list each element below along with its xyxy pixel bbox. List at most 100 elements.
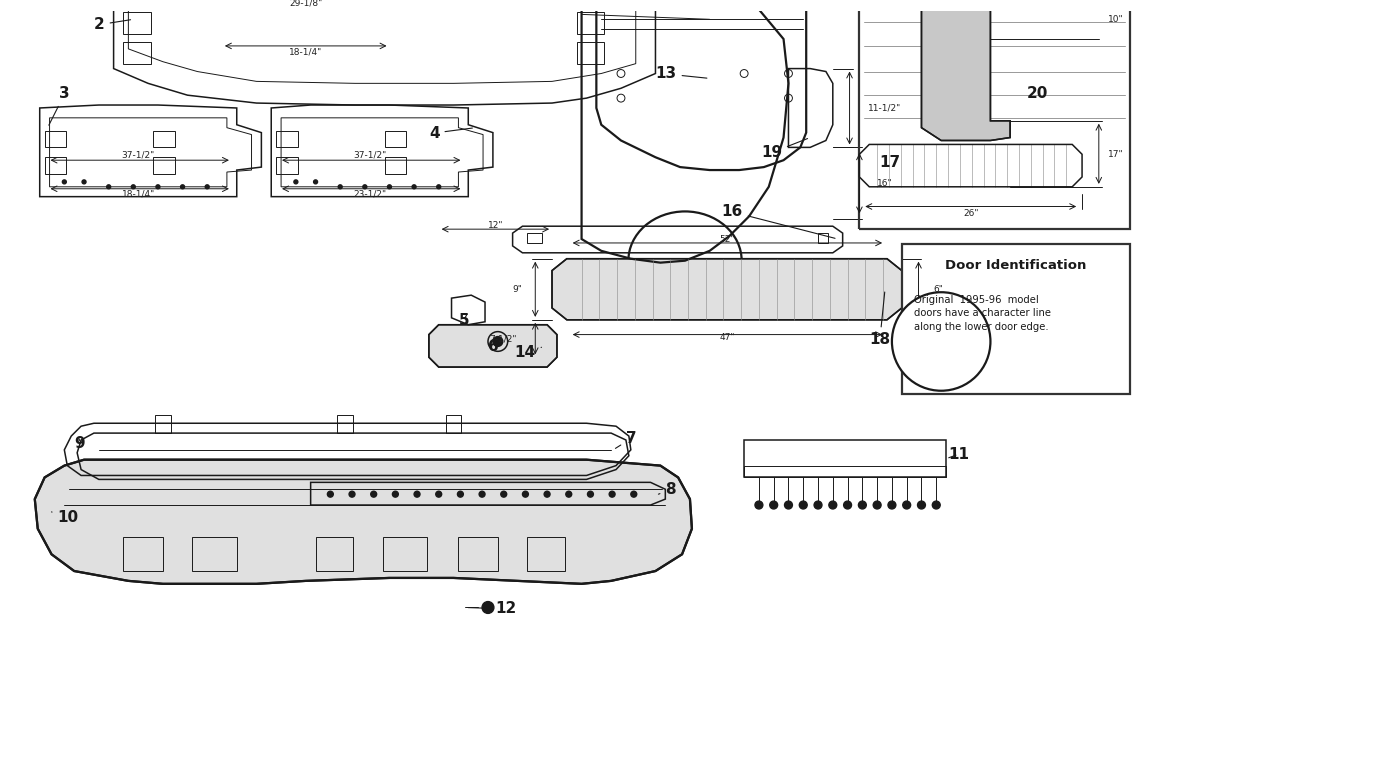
Bar: [45, 131, 66, 148]
Text: 10": 10": [1108, 15, 1123, 24]
Circle shape: [82, 180, 86, 184]
Text: 5: 5: [459, 313, 470, 328]
Text: 47": 47": [719, 333, 735, 342]
Text: Door Identification: Door Identification: [946, 259, 1087, 272]
Circle shape: [903, 501, 910, 509]
Bar: [383, 536, 427, 571]
Bar: [527, 233, 542, 243]
Text: 37-1/2": 37-1/2": [353, 151, 386, 160]
Circle shape: [566, 491, 571, 497]
Text: 52": 52": [719, 234, 735, 243]
Circle shape: [349, 491, 356, 497]
Text: 20: 20: [1027, 86, 1048, 101]
Circle shape: [610, 491, 615, 497]
Polygon shape: [428, 325, 557, 367]
Circle shape: [888, 501, 895, 509]
Circle shape: [412, 185, 416, 189]
Text: 19: 19: [761, 138, 807, 160]
Text: 16": 16": [877, 179, 892, 189]
Bar: [124, 12, 151, 34]
Text: 7: 7: [615, 431, 637, 448]
Text: 11-1/2": 11-1/2": [868, 104, 902, 113]
Circle shape: [814, 501, 822, 509]
Bar: [152, 157, 174, 174]
Bar: [744, 440, 946, 478]
Circle shape: [858, 501, 866, 509]
Bar: [384, 131, 406, 148]
Bar: [527, 536, 564, 571]
Circle shape: [107, 185, 111, 189]
Text: 8: 8: [659, 482, 676, 497]
Circle shape: [932, 501, 941, 509]
Circle shape: [457, 491, 463, 497]
Circle shape: [157, 185, 159, 189]
Circle shape: [387, 185, 391, 189]
Text: 37-1/2": 37-1/2": [122, 151, 155, 160]
Circle shape: [338, 185, 342, 189]
Text: 17": 17": [1108, 150, 1123, 158]
Circle shape: [784, 501, 792, 509]
Circle shape: [917, 501, 925, 509]
Circle shape: [501, 491, 507, 497]
Circle shape: [493, 336, 503, 346]
Circle shape: [362, 185, 367, 189]
Bar: [276, 131, 298, 148]
Bar: [152, 131, 174, 148]
Polygon shape: [552, 259, 902, 320]
Bar: [859, 0, 1130, 229]
Bar: [744, 465, 946, 478]
Circle shape: [132, 185, 136, 189]
Circle shape: [544, 491, 551, 497]
Circle shape: [181, 185, 184, 189]
Circle shape: [294, 180, 298, 184]
Text: 6": 6": [934, 284, 943, 294]
Bar: [902, 244, 1130, 393]
Text: 23-1/2": 23-1/2": [353, 189, 386, 198]
Bar: [124, 536, 163, 571]
Bar: [577, 12, 604, 34]
Circle shape: [205, 185, 209, 189]
Text: 6: 6: [487, 339, 498, 354]
Circle shape: [313, 180, 317, 184]
Text: 12": 12": [489, 221, 504, 230]
Text: Original  1995-96  model
doors have a character line
along the lower door edge.: Original 1995-96 model doors have a char…: [913, 295, 1050, 332]
Bar: [446, 415, 461, 433]
Circle shape: [435, 491, 442, 497]
Circle shape: [873, 501, 881, 509]
Bar: [459, 536, 498, 571]
Circle shape: [799, 501, 807, 509]
Text: 10: 10: [52, 509, 78, 525]
Bar: [338, 415, 353, 433]
Circle shape: [770, 501, 777, 509]
Text: 29-1/8": 29-1/8": [290, 0, 323, 7]
Circle shape: [327, 491, 334, 497]
Circle shape: [630, 491, 637, 497]
Text: 2: 2: [93, 17, 130, 32]
Bar: [124, 42, 151, 63]
Circle shape: [437, 185, 441, 189]
Text: 4: 4: [428, 125, 472, 141]
Circle shape: [523, 491, 529, 497]
Polygon shape: [310, 482, 666, 505]
Bar: [192, 536, 236, 571]
Circle shape: [479, 491, 485, 497]
Text: 11: 11: [949, 447, 969, 461]
Bar: [384, 157, 406, 174]
Circle shape: [393, 491, 398, 497]
Text: 13: 13: [655, 66, 707, 81]
Text: 18-1/4": 18-1/4": [290, 47, 323, 56]
Circle shape: [892, 292, 990, 390]
Text: 26": 26": [962, 209, 979, 218]
Text: 7-1/2": 7-1/2": [489, 334, 516, 343]
Circle shape: [415, 491, 420, 497]
Circle shape: [755, 501, 763, 509]
Text: 18: 18: [869, 292, 890, 347]
Text: 16: 16: [721, 204, 835, 238]
Bar: [45, 157, 66, 174]
Text: 14: 14: [515, 346, 541, 360]
Bar: [577, 42, 604, 63]
Bar: [276, 157, 298, 174]
Polygon shape: [921, 0, 1011, 141]
Circle shape: [588, 491, 593, 497]
Text: 3: 3: [49, 86, 70, 125]
